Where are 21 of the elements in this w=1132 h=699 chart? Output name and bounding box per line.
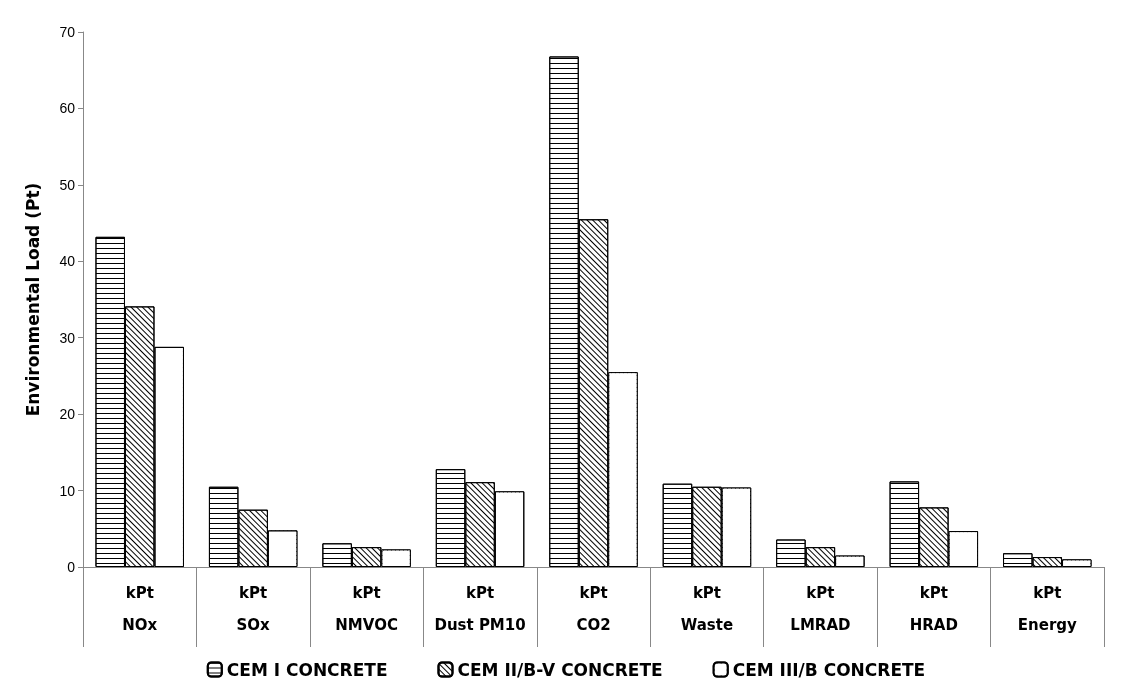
y-tick-label: 10 [59, 482, 76, 499]
x-tick-label: kPt NOx [122, 584, 158, 634]
y-tick-label: 40 [59, 253, 76, 270]
x-tick-label: kPt LMRAD [790, 584, 851, 634]
legend-label: CEM III/B CONCRETE [732, 659, 926, 680]
legend-label: CEM II/B-V CONCRETE [457, 659, 663, 680]
x-tick-label: kPt Dust PM10 [434, 584, 526, 634]
legend-label: CEM I CONCRETE [226, 659, 388, 680]
y-tick-label: 30 [59, 329, 76, 346]
y-tick-label: 50 [59, 176, 76, 193]
x-tick-label: kPt NMVOC [335, 584, 398, 634]
x-tick-label: kPt CO2 [576, 584, 611, 634]
y-axis-title: Environmental Load (Pt) [22, 182, 43, 417]
x-tick-label: kPt Energy [1017, 584, 1077, 634]
x-tick-label: kPt Waste [680, 584, 734, 634]
y-tick-label: 70 [59, 24, 76, 40]
x-tick-label: kPt HRAD [909, 584, 958, 634]
x-tick-label: kPt SOx [236, 584, 271, 634]
y-tick-label: 60 [59, 100, 76, 117]
y-tick-label: 20 [59, 406, 76, 423]
y-tick-label: 0 [67, 559, 76, 575]
